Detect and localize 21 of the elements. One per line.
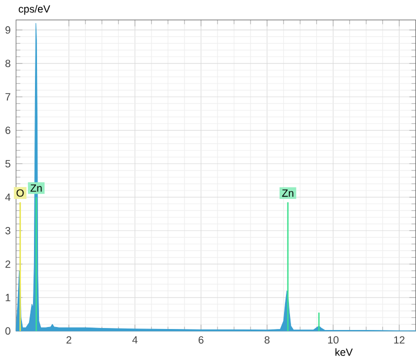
x-tick-label: 2 bbox=[66, 336, 72, 344]
y-tick-label: 9 bbox=[5, 26, 10, 34]
x-tick-label: 8 bbox=[264, 336, 270, 344]
y-tick-label: 7 bbox=[6, 93, 10, 101]
annotation: Zn bbox=[30, 184, 42, 192]
x-tick-label: 12 bbox=[394, 336, 404, 344]
y-tick-label: 6 bbox=[6, 126, 10, 134]
annotation: Zn bbox=[282, 190, 294, 197]
x-axis-title: keV bbox=[335, 348, 353, 356]
annotation: O bbox=[16, 189, 24, 197]
y-tick-label: 8 bbox=[5, 60, 10, 68]
y-tick-label: 5 bbox=[5, 160, 10, 168]
x-tick-label: 4 bbox=[132, 336, 138, 344]
y-tick-label: 1 bbox=[6, 294, 10, 302]
y-tick-label: 2 bbox=[5, 260, 10, 268]
y-tick-label: 0 bbox=[5, 327, 10, 335]
y-tick-label: 3 bbox=[5, 227, 10, 234]
x-tick-label: 6 bbox=[198, 336, 204, 344]
y-axis-title: cps/eV bbox=[18, 5, 50, 15]
y-tick-label: 4 bbox=[5, 194, 10, 201]
x-tick-label: 10 bbox=[328, 336, 339, 344]
